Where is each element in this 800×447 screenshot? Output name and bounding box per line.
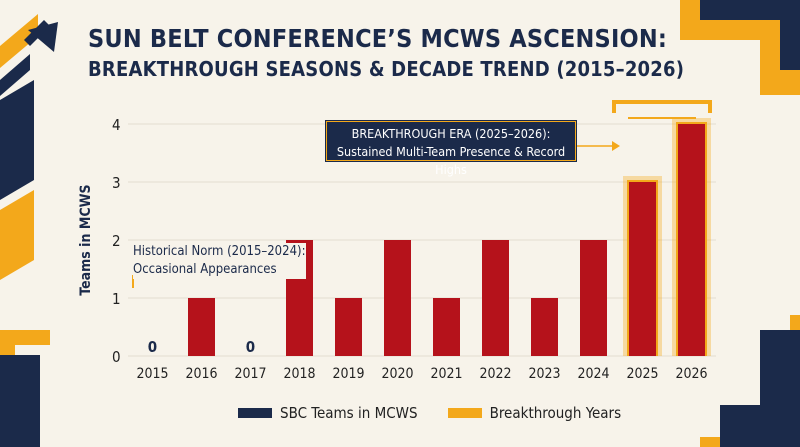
bar — [580, 240, 607, 356]
bar — [188, 298, 215, 356]
historical-norm-title: Historical Norm (2015–2024): — [133, 244, 306, 259]
bottom-left-navy — [0, 355, 40, 447]
left-stripe-gold — [0, 190, 34, 280]
x-tick-label: 2021 — [430, 366, 462, 382]
chart-title-line1: SUN BELT CONFERENCE’S MCWS ASCENSION: — [88, 24, 668, 53]
bar — [678, 124, 705, 356]
chart-title-line2: BREAKTHROUGH SEASONS & DECADE TREND (201… — [88, 57, 685, 81]
bar — [384, 240, 411, 356]
historical-norm-subtitle: Occasional Appearances — [133, 262, 277, 277]
legend-item-teams: SBC Teams in MCWS — [238, 404, 418, 422]
bar — [629, 182, 656, 356]
x-tick-label: 2017 — [234, 366, 266, 382]
y-tick-label: 3 — [112, 174, 121, 192]
chart-title: SUN BELT CONFERENCE’S MCWS ASCENSION: BR… — [88, 24, 684, 84]
bottom-right-navy — [720, 330, 800, 447]
x-tick-label: 2015 — [136, 366, 168, 382]
legend-label-teams: SBC Teams in MCWS — [280, 404, 418, 422]
legend-item-breakthrough: Breakthrough Years — [447, 404, 622, 422]
legend-swatch-gold — [447, 408, 482, 418]
y-tick-label: 4 — [112, 116, 121, 134]
x-tick-label: 2019 — [332, 366, 364, 382]
legend: SBC Teams in MCWS Breakthrough Years — [238, 404, 651, 422]
bar — [482, 240, 509, 356]
x-tick-label: 2018 — [283, 366, 315, 382]
y-tick-label: 0 — [112, 348, 121, 366]
bar — [531, 298, 558, 356]
historical-norm-note: Historical Norm (2015–2024): Occasional … — [133, 243, 306, 279]
bar — [433, 298, 460, 356]
x-tick-label: 2022 — [479, 366, 511, 382]
left-stripe-navy — [0, 80, 34, 200]
breakthrough-callout-subtitle: Sustained Multi-Team Presence & Record H… — [336, 144, 566, 177]
y-tick-label: 1 — [112, 290, 121, 308]
x-tick-label: 2020 — [381, 366, 413, 382]
y-axis-label: Teams in MCWS — [78, 184, 94, 295]
top-right-gold — [680, 0, 800, 95]
x-tick-label: 2025 — [626, 366, 658, 382]
legend-swatch-navy — [238, 408, 272, 418]
legend-label-breakthrough: Breakthrough Years — [489, 404, 622, 422]
breakthrough-callout-title: BREAKTHROUGH ERA (2025–2026): — [351, 126, 551, 141]
y-tick-label: 2 — [112, 232, 121, 250]
arrow-right-icon — [612, 141, 620, 151]
arrow-icon — [0, 14, 58, 96]
y-axis-ticks: 0 1 2 3 4 — [112, 116, 121, 366]
x-axis-labels: 2015 2016 2017 2018 2019 2020 2021 2022 2023 2024… — [136, 366, 707, 382]
bar — [335, 298, 362, 356]
breakthrough-bracket — [577, 100, 712, 151]
zero-value-label: 0 — [246, 338, 255, 356]
top-right-navy — [700, 0, 800, 70]
x-tick-label: 2023 — [528, 366, 560, 382]
x-tick-label: 2016 — [185, 366, 217, 382]
x-tick-label: 2024 — [577, 366, 609, 382]
zero-value-label: 0 — [148, 338, 157, 356]
breakthrough-callout: BREAKTHROUGH ERA (2025–2026): Sustained … — [325, 120, 577, 177]
x-tick-label: 2026 — [675, 366, 707, 382]
